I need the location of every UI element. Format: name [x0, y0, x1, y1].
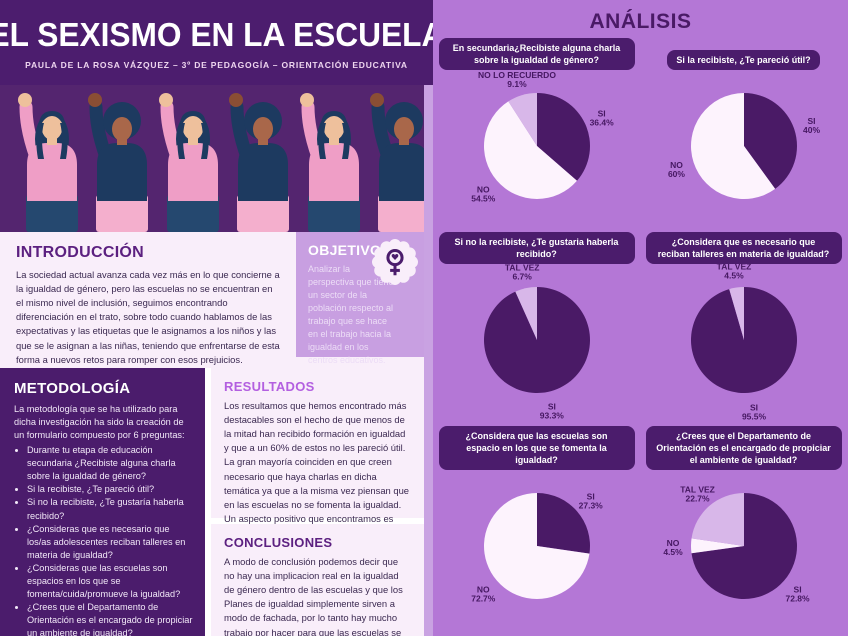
- introduction-text: La sociedad actual avanza cada vez más e…: [16, 269, 280, 365]
- question-bubble-5: ¿Considera que las escuelas son espacio …: [438, 425, 635, 470]
- pie-slice-label: SI 36.4%: [589, 109, 614, 128]
- poster-title: EL SEXISMO EN LA ESCUELA: [0, 15, 445, 53]
- results-heading: RESULTADOS: [224, 379, 315, 394]
- chart-cell-q2: Si la recibiste, ¿Te pareció útil? SI 40%…: [640, 36, 847, 228]
- chart-cell-q3: Si no la recibiste, ¿Te gustaria haberla…: [433, 228, 640, 422]
- objective-text: Analizar la perspectiva que tiene un sec…: [308, 264, 394, 366]
- illustration-panel: [0, 85, 433, 232]
- conclusions-text: A modo de conclusión podemos decir que n…: [224, 556, 403, 636]
- analysis-column: ANÁLISIS En secundaria¿Recibiste alguna …: [433, 0, 848, 636]
- pie-slice-si: [691, 493, 797, 599]
- left-column: EL SEXISMO EN LA ESCUELA PAULA DE LA ROS…: [0, 0, 433, 636]
- question-bubble-2: Si la recibiste, ¿Te pareció útil?: [667, 49, 820, 70]
- pie-slice-label: SI 93.3%: [539, 401, 564, 420]
- pie-slice-si: [536, 493, 590, 554]
- pie-slice-label: SI 72.8%: [785, 585, 810, 604]
- results-section: RESULTADOS Los resultamos que hemos enco…: [211, 368, 424, 566]
- methodology-question-item: Si no la recibiste, ¿Te gustaría haberla…: [27, 496, 193, 522]
- question-bubble-3: Si no la recibiste, ¿Te gustaria haberla…: [438, 231, 635, 264]
- pie-slice-label: TAL VEZ 22.7%: [680, 484, 715, 503]
- pie-slice-tal-vez: [691, 493, 744, 546]
- pie-slice-label: NO 54.5%: [471, 184, 496, 203]
- pie-slice-no: [690, 93, 775, 199]
- pie-chart-3: SI 93.3% TAL VEZ 6.7%: [437, 264, 637, 422]
- pie-slice-si: [743, 93, 797, 189]
- methodology-question-item: ¿Consideras que las escuelas son espacio…: [27, 562, 193, 601]
- introduction-heading: INTRODUCCIÓN: [16, 244, 145, 261]
- pie-slice-tal-vez: [728, 287, 744, 340]
- methodology-question-item: Si la recibiste, ¿Te pareció útil?: [27, 483, 193, 496]
- pie-slice-label: NO 60%: [667, 160, 684, 179]
- intro-objective-row: INTRODUCCIÓN La sociedad actual avanza c…: [0, 232, 424, 368]
- methodology-question-list: Durante tu etapa de educación secundaria…: [27, 444, 193, 636]
- pie-slice-label: TAL VEZ 4.5%: [716, 264, 751, 281]
- chart-row-1: En secundaria¿Recibiste alguna charla so…: [433, 36, 848, 228]
- pie-chart-5: SI 27.3% NO 72.7%: [437, 470, 637, 628]
- pie-slice-no: [483, 493, 589, 599]
- methodology-question-item: ¿Crees que el Departamento de Orientació…: [27, 601, 193, 636]
- objective-heading: OBJETIVO: [308, 242, 382, 258]
- methodology-heading: METODOLOGÍA: [14, 380, 131, 397]
- raised-fists-illustration: [0, 85, 424, 232]
- pie-slice-label: SI 40%: [803, 116, 820, 135]
- pie-slice-label: SI 95.5%: [741, 402, 766, 421]
- introduction-section: INTRODUCCIÓN La sociedad actual avanza c…: [0, 232, 296, 368]
- side-accent-strip: [424, 85, 433, 636]
- methodology-question-item: ¿Consideras que es necesario que los/as …: [27, 523, 193, 562]
- pie-slice-no: [690, 538, 744, 554]
- results-conclusions-stack: RESULTADOS Los resultamos que hemos enco…: [211, 368, 424, 636]
- pie-slice-no-lo-recuerdo: [507, 93, 537, 146]
- conclusions-heading: CONCLUSIONES: [224, 535, 333, 550]
- methodology-intro: La metodología que se ha utilizado para …: [14, 404, 185, 441]
- pie-chart-2: SI 40% NO 60%: [644, 70, 844, 228]
- pie-slice-label: NO 72.7%: [471, 584, 496, 603]
- bottom-row: METODOLOGÍA La metodología que se ha uti…: [0, 368, 424, 636]
- pie-chart-6: SI 72.8% NO 4.5% TAL VEZ 22.7%: [644, 470, 844, 628]
- feminism-venus-flower-icon: [372, 239, 418, 285]
- chart-cell-q6: ¿Crees que el Departamento de Orientació…: [640, 422, 847, 628]
- chart-cell-q1: En secundaria¿Recibiste alguna charla so…: [433, 36, 640, 228]
- chart-cell-q5: ¿Considera que las escuelas son espacio …: [433, 422, 640, 628]
- pie-slice-label: SI 27.3%: [578, 492, 603, 511]
- objective-section: OBJETIVO Analizar la perspectiva que tie…: [296, 232, 424, 365]
- pie-chart-4: SI 95.5% TAL VEZ 4.5%: [644, 264, 844, 422]
- pie-chart-1: SI 36.4% NO 54.5% NO LO RECUERDO 9.1%: [437, 70, 637, 228]
- analysis-title: ANÁLISIS: [589, 10, 692, 33]
- methodology-section: METODOLOGÍA La metodología que se ha uti…: [0, 368, 205, 636]
- pie-slice-si: [536, 93, 590, 181]
- pie-slice-tal-vez: [514, 287, 537, 340]
- chart-cell-q4: ¿Considera que es necesario que reciban …: [640, 228, 847, 422]
- pie-slice-label: NO LO RECUERDO 9.1%: [478, 70, 556, 89]
- conclusions-section: CONCLUSIONES A modo de conclusión podemo…: [211, 524, 424, 636]
- methodology-question-item: Durante tu etapa de educación secundaria…: [27, 444, 193, 483]
- question-bubble-1: En secundaria¿Recibiste alguna charla so…: [438, 37, 635, 70]
- chart-row-3: ¿Considera que las escuelas son espacio …: [433, 422, 848, 628]
- poster-header: EL SEXISMO EN LA ESCUELA PAULA DE LA ROS…: [0, 0, 444, 85]
- question-bubble-4: ¿Considera que es necesario que reciban …: [645, 231, 842, 264]
- pie-slice-label: NO 4.5%: [663, 538, 683, 557]
- pie-slice-no: [483, 101, 577, 199]
- pie-slice-label: TAL VEZ 6.7%: [504, 264, 539, 282]
- question-bubble-6: ¿Crees que el Departamento de Orientació…: [645, 425, 842, 470]
- chart-row-2: Si no la recibiste, ¿Te gustaria haberla…: [433, 228, 848, 422]
- poster-subtitle: PAULA DE LA ROSA VÁZQUEZ – 3º DE PEDAGOG…: [25, 59, 408, 70]
